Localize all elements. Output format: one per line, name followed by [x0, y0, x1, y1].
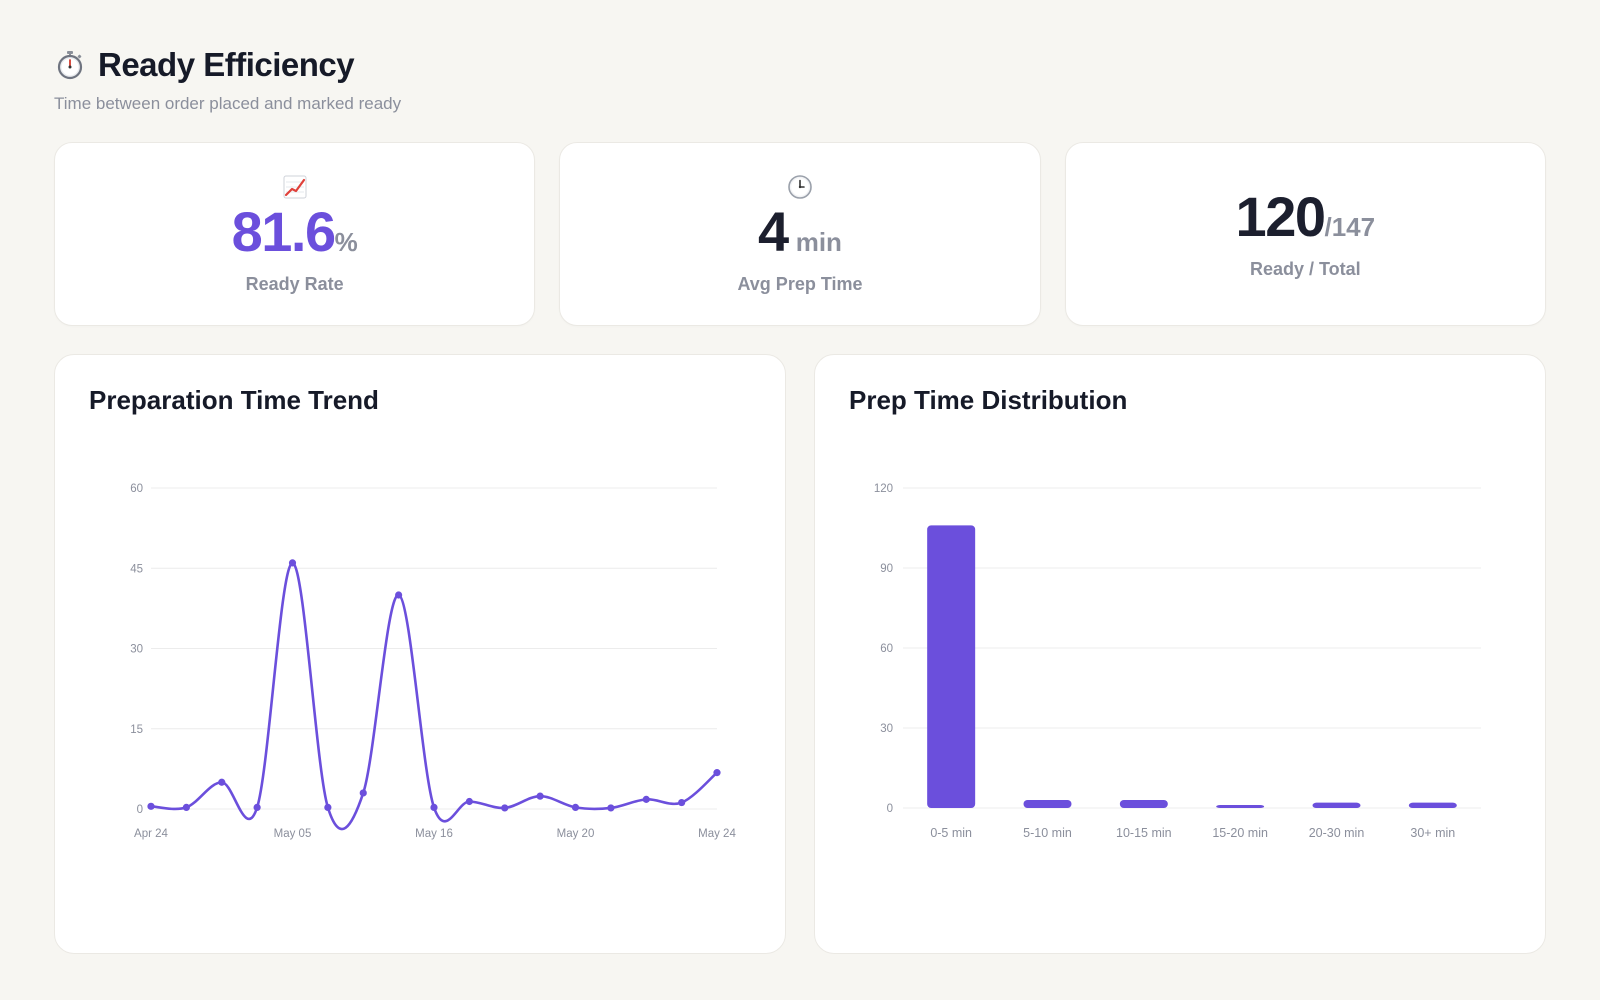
data-point [536, 792, 544, 800]
x-tick-label: 10-15 min [1116, 826, 1172, 840]
trend-chart-title: Preparation Time Trend [89, 385, 379, 415]
avg-prep-time-card: 4 min Avg Prep Time [559, 142, 1041, 326]
avg-prep-time-value: 4 [758, 199, 789, 263]
y-tick-label: 90 [880, 563, 893, 575]
y-tick-label: 60 [130, 483, 143, 495]
page-header: Ready Efficiency Time between order plac… [54, 46, 401, 114]
ready-rate-card: 81.6 % Ready Rate [54, 142, 536, 326]
chart-increasing-icon [282, 174, 308, 200]
ready-count-value: 120 [1235, 184, 1326, 248]
x-tick-label: Apr 24 [134, 828, 168, 840]
x-tick-label: 5-10 min [1023, 826, 1072, 840]
ready-rate-label: Ready Rate [245, 273, 344, 294]
data-point [571, 803, 580, 811]
x-tick-label: May 20 [557, 828, 595, 840]
ready-total-card: 120 /147 Ready / Total [1064, 142, 1546, 326]
data-point [501, 804, 509, 812]
data-point [359, 789, 367, 797]
stopwatch-icon [54, 49, 86, 81]
x-tick-label: May 24 [698, 828, 736, 840]
total-count-value: /147 [1324, 211, 1376, 242]
distribution-bar-chart: 0 30 60 90 120 0-5 min 5-10 min 10-15 min 15-20 … [874, 483, 1481, 840]
data-point [182, 803, 190, 811]
data-point [288, 559, 297, 567]
prep-time-series-line [150, 561, 718, 831]
data-point [147, 802, 155, 810]
data-point [430, 803, 438, 811]
clock-icon [787, 174, 813, 200]
ready-rate-unit: % [334, 226, 358, 257]
data-point [607, 804, 615, 812]
y-tick-label: 15 [130, 724, 143, 736]
distribution-panel: Prep Time Distribution 0 30 60 90 120 0-5 min… [814, 354, 1546, 954]
page-subtitle: Time between order placed and marked rea… [54, 94, 402, 113]
data-point [465, 797, 473, 806]
y-tick-label: 60 [880, 643, 893, 655]
y-tick-label: 45 [130, 563, 143, 575]
bar-0-5-min [927, 525, 976, 808]
bar-20-30-min [1312, 802, 1361, 808]
x-tick-label: 30+ min [1410, 826, 1455, 840]
x-tick-label: 0-5 min [930, 826, 972, 840]
y-tick-label: 120 [874, 483, 893, 495]
data-point [253, 803, 261, 811]
x-tick-label: 20-30 min [1309, 826, 1365, 840]
data-point [713, 769, 721, 777]
metric-cards: 81.6 % Ready Rate 4 min Avg Prep Time 12… [54, 142, 1546, 326]
trend-panel: Preparation Time Trend 0 15 30 45 60 Apr 24 Ma… [54, 354, 786, 954]
bar-15-20-min [1216, 805, 1265, 808]
trend-line-chart: 0 15 30 45 60 Apr 24 May 05 May 16 May 20 May 24 [130, 483, 736, 840]
y-tick-label: 0 [137, 804, 143, 816]
bar-30-min [1408, 802, 1457, 808]
data-point [218, 778, 226, 786]
data-point [324, 803, 332, 811]
bar-5-10-min [1023, 800, 1072, 808]
ready-rate-value: 81.6 [231, 199, 337, 263]
page-title: Ready Efficiency [98, 46, 355, 83]
y-tick-label: 30 [880, 723, 893, 735]
chart-panels: Preparation Time Trend 0 15 30 45 60 Apr 24 Ma… [54, 354, 1546, 954]
data-point [678, 798, 686, 807]
data-point [642, 795, 650, 803]
avg-prep-time-label: Avg Prep Time [737, 273, 863, 294]
x-tick-label: May 05 [274, 828, 312, 840]
data-point [395, 591, 403, 599]
ready-total-label: Ready / Total [1249, 258, 1361, 279]
x-tick-label: 15-20 min [1212, 826, 1268, 840]
y-tick-label: 30 [130, 644, 143, 656]
avg-prep-time-unit: min [795, 226, 842, 257]
distribution-chart-title: Prep Time Distribution [849, 385, 1128, 415]
y-tick-label: 0 [887, 803, 893, 815]
x-tick-label: May 16 [415, 828, 453, 840]
bar-10-15-min [1119, 800, 1168, 808]
